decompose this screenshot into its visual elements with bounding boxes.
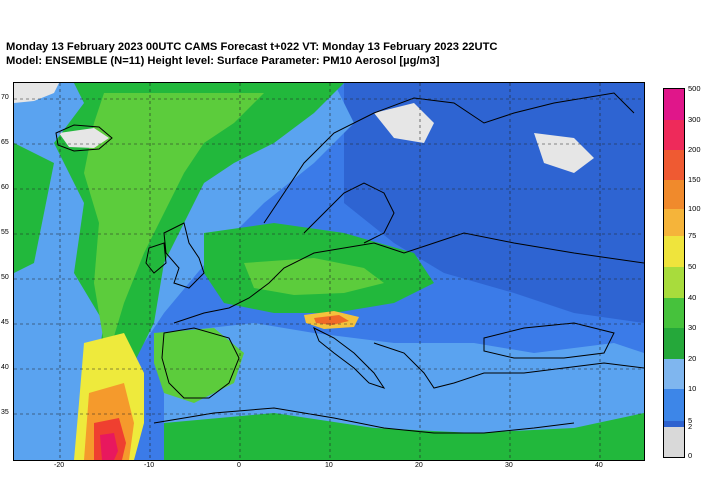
lon-label-10: 10 — [325, 462, 333, 469]
coastlines — [55, 92, 644, 434]
colorbar-segment — [664, 267, 684, 298]
lat-label-35: 35 — [1, 409, 9, 416]
colorbar-segment — [664, 328, 684, 359]
colorbar-label: 200 — [688, 145, 701, 154]
coast-scandinavia — [263, 92, 635, 244]
colorbar-label: 2 — [688, 422, 693, 431]
colorbar-segment — [664, 389, 684, 421]
colorbar-label: 100 — [688, 204, 701, 213]
coast-black-sea — [483, 322, 615, 359]
colorbar-segment — [664, 427, 684, 457]
field-green-west-edge — [14, 143, 54, 273]
colorbar-segment — [664, 359, 684, 389]
colorbar-label: 20 — [688, 354, 697, 363]
colorbar-segment — [664, 150, 684, 180]
lon-label-0: 0 — [237, 462, 241, 469]
coast-north-africa — [153, 407, 575, 434]
lat-label-65: 65 — [1, 139, 9, 146]
graticule — [14, 83, 644, 460]
lon-label-30: 30 — [505, 462, 513, 469]
lon-label--20: -20 — [54, 462, 65, 469]
colorbar-label: 300 — [688, 115, 701, 124]
colorbar-label: 0 — [688, 451, 693, 460]
field-green-nafrica — [164, 413, 644, 460]
lat-label-40: 40 — [1, 364, 9, 371]
colorbar-segment — [664, 120, 684, 150]
colorbar-segment — [664, 209, 684, 236]
field-hotspot-po-core — [314, 315, 349, 325]
lon-label--10: -10 — [144, 462, 155, 469]
title-line-2: Model: ENSEMBLE (N=11) Height level: Sur… — [6, 55, 440, 67]
coast-iberia — [161, 327, 240, 399]
colorbar-segment — [664, 421, 684, 427]
forecast-map — [13, 82, 645, 461]
coast-italy — [313, 326, 386, 389]
field-snow-iceland — [59, 128, 109, 148]
field-lightgreen-europe — [244, 258, 384, 295]
field-green-iberia — [154, 328, 244, 403]
colorbar-label: 500 — [688, 84, 701, 93]
field-snow-kola — [534, 133, 594, 173]
colorbar — [663, 88, 685, 458]
field-snow-greenland — [14, 83, 59, 103]
colorbar-label: 40 — [688, 293, 697, 302]
lat-label-60: 60 — [1, 184, 9, 191]
colorbar-segment — [664, 180, 684, 209]
map-field — [14, 83, 644, 460]
lat-label-70: 70 — [1, 94, 9, 101]
colorbar-label: 5 — [688, 416, 693, 425]
coast-mainland-europe — [173, 232, 644, 324]
map-title: Monday 13 February 2023 00UTC CAMS Forec… — [6, 40, 498, 68]
lon-label-40: 40 — [595, 462, 603, 469]
colorbar-label: 150 — [688, 175, 701, 184]
field-dust-plume-pink — [100, 433, 118, 460]
colorbar-label: 50 — [688, 262, 697, 271]
title-line-1: Monday 13 February 2023 00UTC CAMS Forec… — [6, 41, 498, 53]
coast-iceland — [55, 124, 113, 152]
field-green-atlantic-inner — [84, 93, 264, 403]
lat-label-50: 50 — [1, 274, 9, 281]
colorbar-label: 75 — [688, 231, 697, 240]
lat-label-55: 55 — [1, 229, 9, 236]
coast-balkans-turkey — [373, 342, 644, 389]
colorbar-segment — [664, 89, 684, 120]
field-snow-norway — [374, 103, 434, 143]
colorbar-segment — [664, 298, 684, 328]
coast-british-isles — [145, 222, 205, 289]
colorbar-label: 30 — [688, 323, 697, 332]
lon-label-20: 20 — [415, 462, 423, 469]
lat-label-45: 45 — [1, 319, 9, 326]
colorbar-segment — [664, 236, 684, 267]
colorbar-label: 10 — [688, 384, 697, 393]
